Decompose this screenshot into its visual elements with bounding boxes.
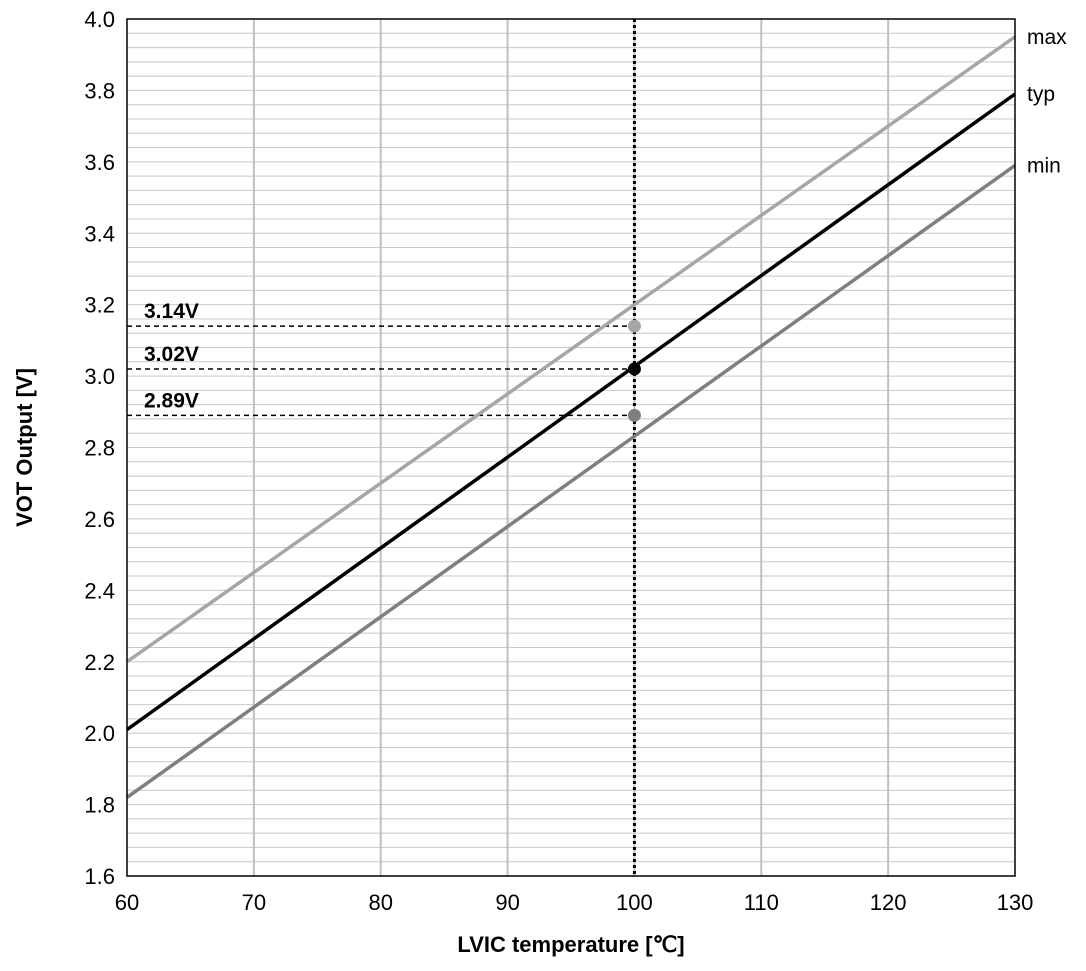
minor-gridlines [127,32,1015,863]
y-tick-label: 3.0 [84,364,115,389]
series-label-max: max [1027,26,1067,49]
x-tick-label: 110 [744,890,779,915]
series-label-typ: typ [1027,83,1055,106]
y-tick-label: 3.2 [84,293,115,318]
series-labels: max typ min [1027,26,1067,178]
y-tick-label: 3.4 [84,221,115,246]
marker-value-labels: 3.14V 3.02V 2.89V [144,300,199,412]
series-line-typ [125,92,1017,732]
y-tick-label: 1.6 [84,864,115,889]
y-tick-label: 1.8 [84,793,115,818]
x-tick-label: 90 [495,890,519,915]
x-tick-label: 80 [368,890,392,915]
marker-max [627,319,641,333]
series-lines [125,35,1017,799]
series-line-min [125,163,1017,799]
data-markers [627,319,641,422]
y-axis-title: VOT Output [V] [12,368,37,527]
marker-min [627,408,641,422]
plot-frame [126,18,1016,877]
y-tick-label: 2.8 [84,436,115,461]
major-gridlines [252,19,890,876]
marker-typ [627,362,641,376]
marker-label-typ: 3.02V [144,343,199,366]
marker-label-min: 2.89V [144,389,199,412]
y-axis-tick-labels: 1.6 1.8 2.0 2.2 2.4 2.6 2.8 3.0 3.2 3.4 3.6 3.8 4.0 [84,7,115,889]
y-tick-label: 2.4 [84,578,115,603]
y-tick-label: 3.8 [84,78,115,103]
y-tick-label: 3.6 [84,150,115,175]
guide-lines [127,19,636,876]
series-label-min: min [1027,154,1061,177]
x-tick-label: 130 [997,890,1034,915]
x-axis-title: LVIC temperature [℃] [457,932,684,957]
series-line-max [125,35,1017,664]
x-axis-tick-labels: 60 70 80 90 100 110 120 130 [115,890,1034,915]
x-tick-label: 120 [870,890,907,915]
y-tick-label: 2.6 [84,507,115,532]
x-tick-label: 70 [242,890,266,915]
y-tick-label: 2.0 [84,721,115,746]
x-tick-label: 100 [616,890,653,915]
y-tick-label: 4.0 [84,7,115,32]
marker-label-max: 3.14V [144,300,199,323]
y-tick-label: 2.2 [84,650,115,675]
x-tick-label: 60 [115,890,139,915]
